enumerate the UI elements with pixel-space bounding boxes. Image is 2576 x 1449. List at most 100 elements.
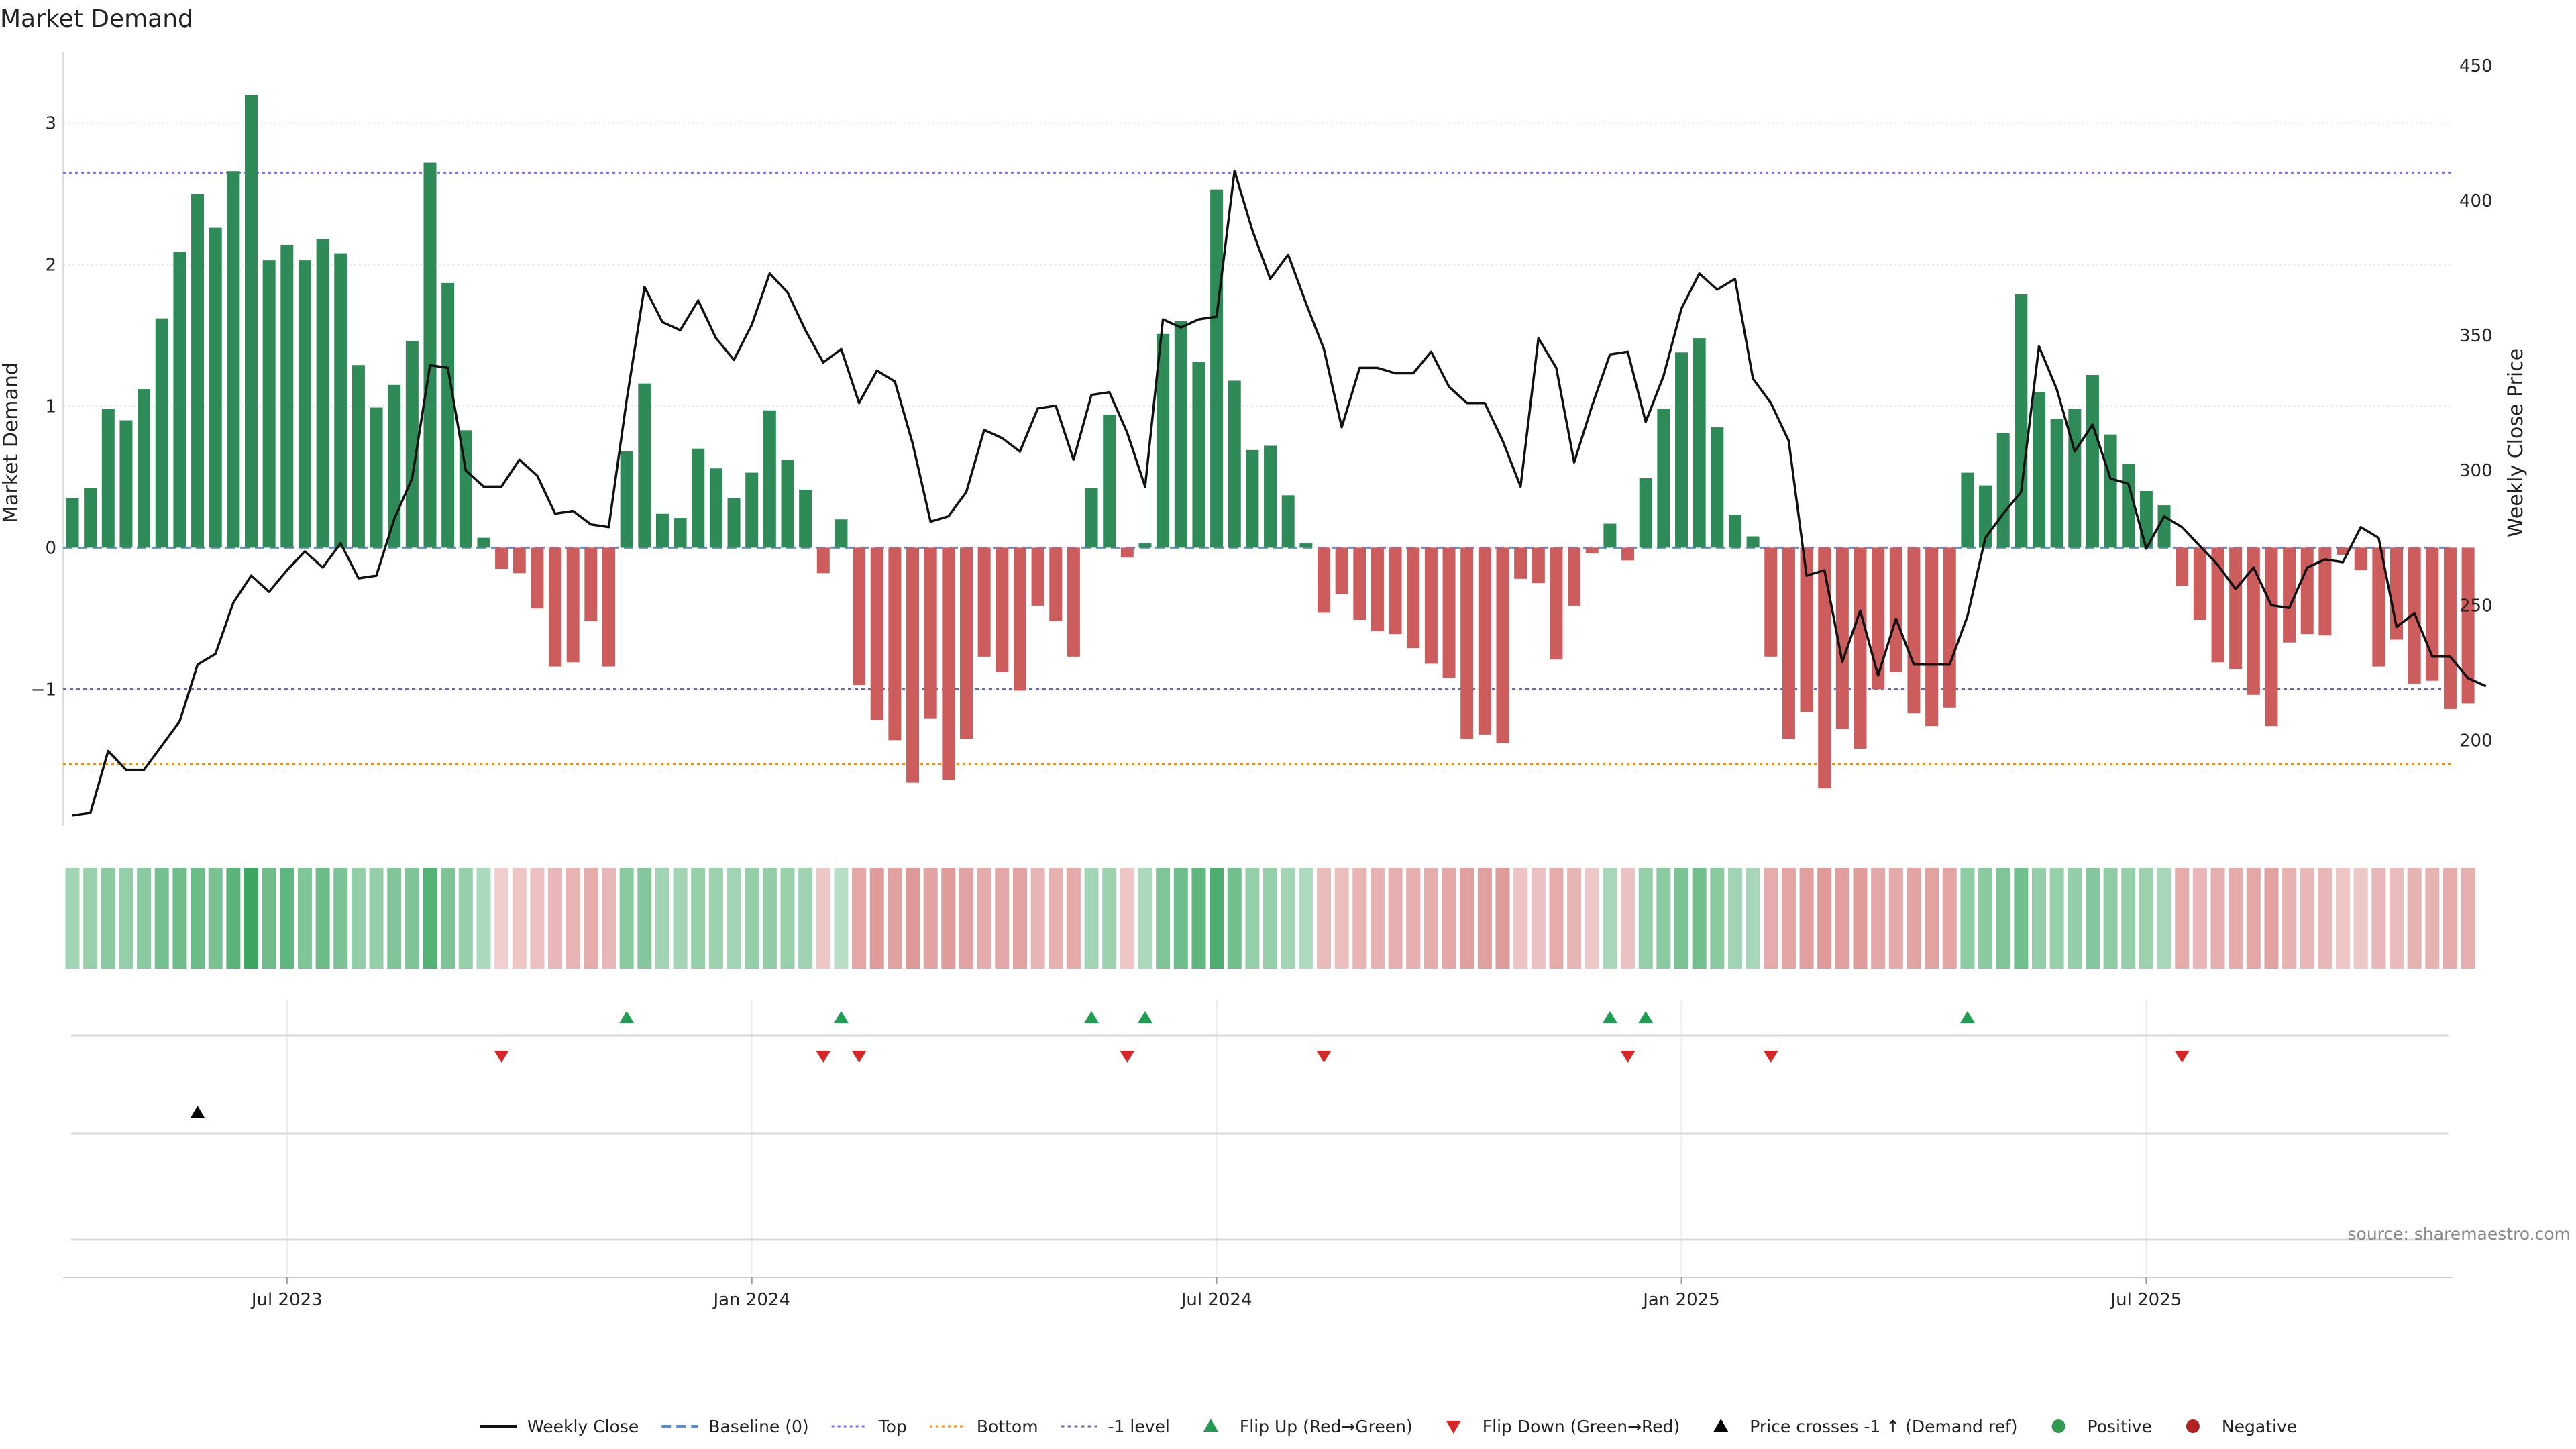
heat-cell bbox=[637, 868, 652, 969]
legend-label: Price crosses -1 ↑ (Demand ref) bbox=[1750, 1417, 2017, 1436]
heat-cell bbox=[1835, 868, 1849, 969]
heat-cell bbox=[1263, 868, 1278, 969]
demand-bar-positive bbox=[227, 171, 240, 548]
x-tick-label: Jul 2023 bbox=[250, 1290, 323, 1310]
demand-bar-negative bbox=[2337, 547, 2350, 555]
demand-bar-negative bbox=[1925, 547, 1939, 727]
demand-bar-positive bbox=[1246, 449, 1259, 548]
heat-cell bbox=[906, 868, 920, 969]
demand-bar-positive bbox=[1657, 409, 1670, 548]
demand-bar-negative bbox=[513, 547, 526, 574]
heat-cell bbox=[351, 868, 366, 969]
demand-bar-negative bbox=[1496, 547, 1509, 743]
demand-bar-positive bbox=[2068, 409, 2082, 548]
heat-cell bbox=[1173, 868, 1188, 969]
heat-cell bbox=[2014, 868, 2029, 969]
demand-bar-positive bbox=[1603, 523, 1617, 548]
demand-bar-negative bbox=[2229, 547, 2243, 669]
x-axis-ticks: Jul 2023 Jan 2024 Jul 2024 Jan 2025 Jul 2025 bbox=[250, 1277, 2182, 1310]
y-tick-label: −1 bbox=[31, 680, 56, 700]
heat-cell bbox=[458, 868, 473, 969]
demand-bar-positive bbox=[2157, 505, 2171, 548]
flip-down-marker bbox=[1763, 1051, 1778, 1063]
heat-cell bbox=[1138, 868, 1152, 969]
heat-cell bbox=[1781, 868, 1796, 969]
demand-bar-negative bbox=[1353, 547, 1366, 620]
demand-bar-positive bbox=[1711, 427, 1724, 548]
heat-cell bbox=[119, 868, 133, 969]
demand-bar-positive bbox=[1174, 321, 1187, 548]
demand-bar-positive bbox=[370, 407, 383, 548]
demand-bar-positive bbox=[1157, 333, 1170, 548]
demand-bar-positive bbox=[1961, 472, 1974, 548]
heat-cell bbox=[1621, 868, 1635, 969]
demand-bar-positive bbox=[620, 451, 633, 548]
demand-bar-negative bbox=[960, 547, 973, 739]
heat-cell bbox=[1764, 868, 1778, 969]
heat-cell bbox=[1495, 868, 1510, 969]
demand-bar-negative bbox=[1335, 547, 1348, 595]
heat-cell bbox=[2425, 868, 2440, 969]
legend-label: Negative bbox=[2222, 1417, 2297, 1436]
demand-bar-negative bbox=[1585, 547, 1599, 553]
demand-bar-negative bbox=[942, 547, 955, 780]
demand-bar-positive bbox=[1728, 515, 1741, 548]
heat-cell bbox=[333, 868, 348, 969]
flip-markers-panel bbox=[71, 1011, 2449, 1063]
demand-bar-positive bbox=[66, 498, 79, 548]
flip-up-marker bbox=[1084, 1011, 1099, 1023]
heat-cell bbox=[65, 868, 80, 969]
demand-bar-negative bbox=[1835, 547, 1849, 729]
demand-bar-negative bbox=[2283, 547, 2296, 643]
demand-bar-negative bbox=[2461, 547, 2475, 704]
demand-bar-positive bbox=[423, 162, 437, 548]
demand-bar-negative bbox=[1389, 547, 1402, 635]
heat-cell bbox=[1817, 868, 1832, 969]
heat-cell bbox=[1853, 868, 1868, 969]
heat-cell bbox=[1156, 868, 1171, 969]
flip-down-marker bbox=[1316, 1051, 1332, 1063]
demand-bar-positive bbox=[655, 513, 669, 548]
heat-cell bbox=[1191, 868, 1206, 969]
heat-cell bbox=[172, 868, 187, 969]
x-tick-label: Jan 2025 bbox=[1642, 1290, 1720, 1310]
demand-bar-positive bbox=[405, 341, 419, 548]
demand-bar-negative bbox=[1818, 547, 1831, 789]
heat-cell bbox=[2443, 868, 2457, 969]
legend-label: Positive bbox=[2088, 1417, 2152, 1436]
demand-heat-strip bbox=[65, 868, 2475, 969]
heat-cell bbox=[1996, 868, 2010, 969]
heat-cell bbox=[2157, 868, 2171, 969]
reference-lines bbox=[63, 171, 2453, 765]
heat-cell bbox=[655, 868, 669, 969]
demand-bar-positive bbox=[1746, 536, 1760, 548]
heat-cell bbox=[441, 868, 455, 969]
demand-bar-negative bbox=[1371, 547, 1384, 631]
demand-bar-negative bbox=[1532, 547, 1545, 584]
heat-cell bbox=[1477, 868, 1492, 969]
legend-label: Flip Up (Red→Green) bbox=[1240, 1417, 1413, 1436]
flip-down-marker bbox=[851, 1051, 867, 1063]
demand-bar-negative bbox=[584, 547, 598, 622]
heat-cell bbox=[2192, 868, 2207, 969]
heat-cell bbox=[476, 868, 491, 969]
heat-cell bbox=[1907, 868, 1921, 969]
heat-cell bbox=[673, 868, 688, 969]
heat-cell bbox=[1120, 868, 1134, 969]
legend-label: Weekly Close bbox=[527, 1417, 639, 1436]
y-axis-ticks: 3 2 1 0 −1 bbox=[31, 113, 56, 700]
legend-label: -1 level bbox=[1108, 1417, 1170, 1436]
y2-axis-label: Weekly Close Price bbox=[2504, 348, 2528, 537]
demand-bar-positive bbox=[459, 430, 472, 548]
demand-bar-negative bbox=[1568, 547, 1581, 606]
chart-title: Market Demand bbox=[0, 5, 193, 33]
demand-bar-negative bbox=[2247, 547, 2260, 695]
heat-cell bbox=[1299, 868, 1313, 969]
heat-cell bbox=[780, 868, 795, 969]
source-credit: source: sharemaestro.com bbox=[2348, 1224, 2571, 1244]
heat-cell bbox=[1084, 868, 1099, 969]
heat-cell bbox=[691, 868, 706, 969]
demand-bar-negative bbox=[1782, 547, 1795, 739]
heat-cell bbox=[101, 868, 115, 969]
